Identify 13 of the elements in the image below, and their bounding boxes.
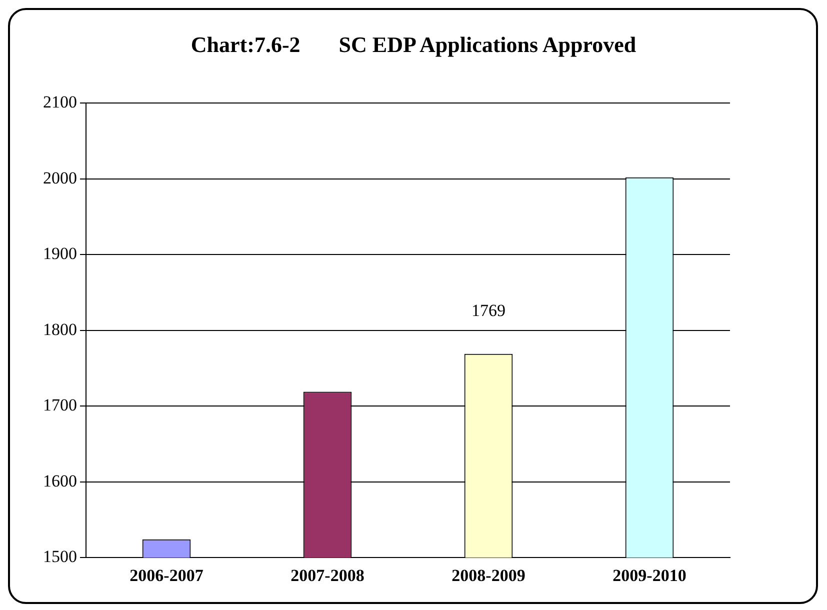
- x-tick-label: 2008-2009: [452, 566, 526, 586]
- y-tick-label: 1900: [43, 244, 77, 264]
- y-tick-label: 1500: [43, 547, 77, 566]
- y-tick-label: 2000: [43, 168, 77, 188]
- x-tick-label: 2009-2010: [612, 566, 686, 586]
- y-tick-label: 2100: [43, 92, 77, 112]
- y-tick-label: 1600: [43, 471, 77, 490]
- y-tick-label: 1700: [43, 396, 77, 415]
- data-label: 1769: [472, 300, 506, 320]
- x-tick-label: 2007-2008: [290, 566, 364, 586]
- x-tick-label: 2006-2007: [130, 566, 204, 586]
- chart-title: Chart:7.6-2 SC EDP Applications Approved: [190, 32, 638, 58]
- y-tick-label: 1800: [43, 320, 77, 339]
